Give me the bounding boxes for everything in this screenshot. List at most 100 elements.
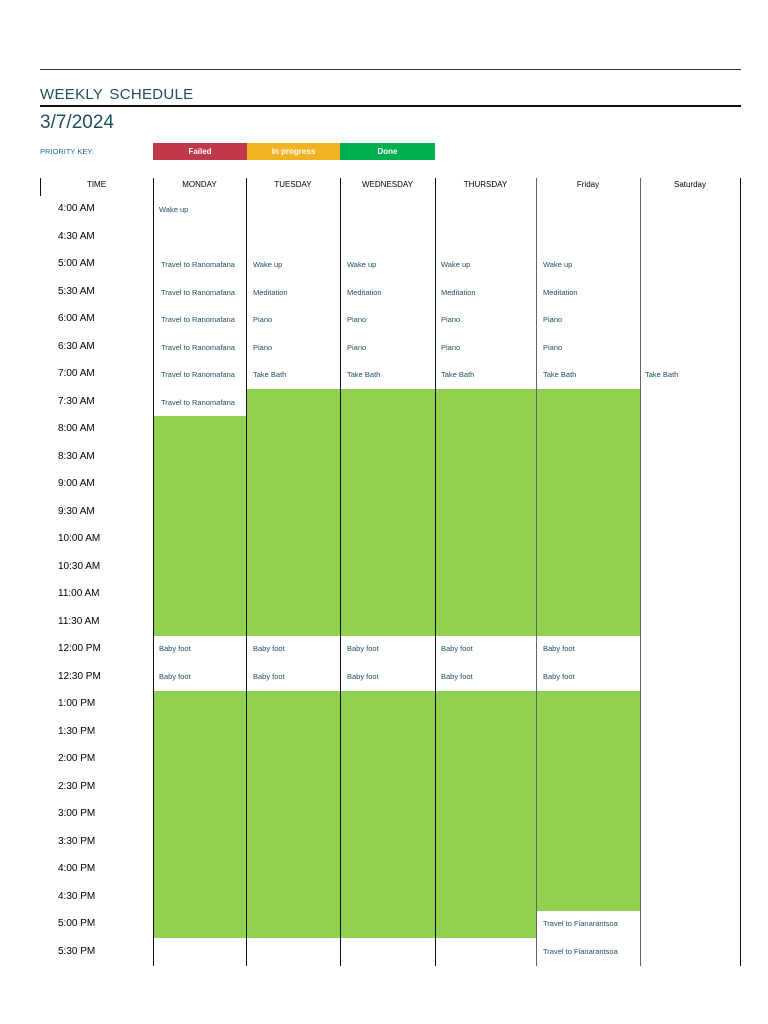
time-label: 6:00 AM bbox=[58, 313, 95, 324]
schedule-cell-friday[interactable]: Travel to Fianarantsoa bbox=[543, 947, 618, 956]
schedule-cell-saturday[interactable]: Take Bath bbox=[645, 370, 679, 379]
time-label: 10:00 AM bbox=[58, 533, 101, 544]
time-label: 3:30 PM bbox=[58, 835, 96, 847]
schedule-cell-monday[interactable]: Wake up bbox=[159, 205, 189, 214]
schedule-cell-monday[interactable]: Travel to Ranomafana bbox=[161, 370, 235, 379]
time-label: 3:00 PM bbox=[58, 808, 96, 819]
schedule-cell-thursday[interactable]: Wake up bbox=[441, 260, 471, 269]
column-divider bbox=[246, 178, 247, 966]
column-divider bbox=[340, 178, 341, 966]
title-rule bbox=[40, 105, 741, 107]
time-label: 4:00 AM bbox=[58, 203, 95, 214]
schedule-cell-friday[interactable]: Travel to Fianarantsoa bbox=[543, 919, 618, 928]
time-label: 10:30 AM bbox=[58, 560, 101, 572]
time-label: 6:30 AM bbox=[58, 340, 95, 352]
time-label: 9:00 AM bbox=[58, 478, 95, 489]
schedule-cell-monday[interactable]: Baby foot bbox=[159, 672, 191, 681]
time-label: 11:30 AM bbox=[58, 615, 100, 627]
schedule-cell-tuesday[interactable]: Baby foot bbox=[253, 644, 285, 653]
time-label: 1:30 PM bbox=[58, 725, 96, 737]
schedule-cell-thursday[interactable]: Meditation bbox=[441, 288, 476, 297]
schedule-cell-tuesday[interactable]: Baby foot bbox=[253, 672, 285, 681]
priority-key-failed: Failed bbox=[153, 143, 247, 160]
column-divider bbox=[740, 178, 741, 966]
schedule-cell-friday[interactable]: Baby foot bbox=[543, 672, 575, 681]
schedule-cell-friday[interactable]: Wake up bbox=[543, 260, 573, 269]
header-saturday: Saturday bbox=[673, 180, 707, 189]
priority-key-in-progress: In progress bbox=[247, 143, 340, 160]
schedule-date: 3/7/2024 bbox=[40, 112, 114, 133]
time-label: 5:00 PM bbox=[58, 918, 96, 929]
priority-key-done: Done bbox=[340, 143, 435, 160]
top-rule bbox=[40, 69, 741, 70]
schedule-cell-friday[interactable]: Meditation bbox=[543, 288, 578, 297]
time-label: 4:30 PM bbox=[58, 890, 96, 902]
schedule-cell-tuesday[interactable]: Take Bath bbox=[253, 370, 287, 379]
time-label: 7:30 AM bbox=[58, 395, 95, 407]
time-label: 4:00 PM bbox=[58, 863, 96, 874]
done-block-wednesday-pm bbox=[340, 691, 435, 938]
time-label: 11:00 AM bbox=[58, 588, 100, 599]
time-label: 2:30 PM bbox=[58, 780, 96, 792]
header-tuesday: TUESDAY bbox=[274, 180, 312, 189]
time-label: 8:00 AM bbox=[58, 423, 95, 434]
done-block-tuesday-pm bbox=[246, 691, 340, 938]
column-divider bbox=[640, 178, 641, 966]
schedule-cell-monday[interactable]: Travel to Ranomafana bbox=[161, 343, 235, 352]
schedule-cell-wednesday[interactable]: Wake up bbox=[347, 260, 377, 269]
time-label: 1:00 PM bbox=[58, 698, 96, 709]
schedule-cell-monday[interactable]: Travel to Ranomafana bbox=[161, 315, 235, 324]
schedule-cell-thursday[interactable]: Piano bbox=[441, 315, 461, 324]
schedule-cell-thursday[interactable]: Take Bath bbox=[441, 370, 475, 379]
done-block-friday-am bbox=[536, 389, 640, 636]
time-label: 8:30 AM bbox=[58, 450, 95, 462]
time-label: 9:30 AM bbox=[58, 505, 95, 517]
done-block-tuesday-am bbox=[246, 389, 340, 636]
time-label: 2:00 PM bbox=[58, 753, 96, 764]
column-divider bbox=[435, 178, 436, 966]
time-label: 5:00 AM bbox=[58, 258, 95, 269]
schedule-cell-wednesday[interactable]: Meditation bbox=[347, 288, 382, 297]
time-label: 7:00 AM bbox=[58, 368, 95, 379]
done-block-friday-pm bbox=[536, 691, 640, 911]
done-block-thursday-am bbox=[435, 389, 536, 636]
schedule-cell-monday[interactable]: Travel to Ranomafana bbox=[161, 398, 235, 407]
schedule-cell-tuesday[interactable]: Meditation bbox=[253, 288, 288, 297]
schedule-cell-thursday[interactable]: Baby foot bbox=[441, 672, 473, 681]
schedule-cell-tuesday[interactable]: Wake up bbox=[253, 260, 283, 269]
schedule-cell-friday[interactable]: Baby foot bbox=[543, 644, 575, 653]
column-divider bbox=[153, 178, 154, 966]
time-label: 5:30 AM bbox=[58, 285, 95, 297]
time-label: 5:30 PM bbox=[58, 945, 96, 957]
schedule-cell-friday[interactable]: Take Bath bbox=[543, 370, 577, 379]
done-block-wednesday-am bbox=[340, 389, 435, 636]
schedule-cell-monday[interactable]: Travel to Ranomafana bbox=[161, 260, 235, 269]
schedule-cell-friday[interactable]: Piano bbox=[543, 343, 563, 352]
time-label: 4:30 AM bbox=[58, 230, 95, 242]
done-block-monday-am bbox=[153, 416, 246, 636]
header-monday: MONDAY bbox=[182, 180, 217, 189]
page-title: WEEKLY SCHEDULE bbox=[40, 86, 194, 103]
header-friday: Friday bbox=[576, 180, 600, 189]
time-column-marker bbox=[40, 178, 41, 196]
time-label: 12:30 PM bbox=[58, 670, 101, 682]
schedule-cell-wednesday[interactable]: Baby foot bbox=[347, 644, 379, 653]
schedule-cell-friday[interactable]: Piano bbox=[543, 315, 563, 324]
done-block-thursday-pm bbox=[435, 691, 536, 938]
schedule-cell-tuesday[interactable]: Piano bbox=[253, 315, 273, 324]
header-wednesday: WEDNESDAY bbox=[362, 180, 413, 189]
priority-key-label: PRIORITY KEY: bbox=[40, 147, 95, 156]
header-thursday: THURSDAY bbox=[463, 180, 508, 189]
schedule-cell-monday[interactable]: Travel to Ranomafana bbox=[161, 288, 235, 297]
schedule-cell-thursday[interactable]: Piano bbox=[441, 343, 461, 352]
schedule-cell-wednesday[interactable]: Piano bbox=[347, 315, 367, 324]
schedule-cell-tuesday[interactable]: Piano bbox=[253, 343, 273, 352]
done-block-monday-pm bbox=[153, 691, 246, 938]
schedule-cell-monday[interactable]: Baby foot bbox=[159, 644, 191, 653]
schedule-cell-wednesday[interactable]: Take Bath bbox=[347, 370, 381, 379]
schedule-cell-wednesday[interactable]: Piano bbox=[347, 343, 367, 352]
time-label: 12:00 PM bbox=[58, 643, 101, 654]
column-divider bbox=[536, 178, 537, 966]
schedule-cell-wednesday[interactable]: Baby foot bbox=[347, 672, 379, 681]
schedule-cell-thursday[interactable]: Baby foot bbox=[441, 644, 473, 653]
